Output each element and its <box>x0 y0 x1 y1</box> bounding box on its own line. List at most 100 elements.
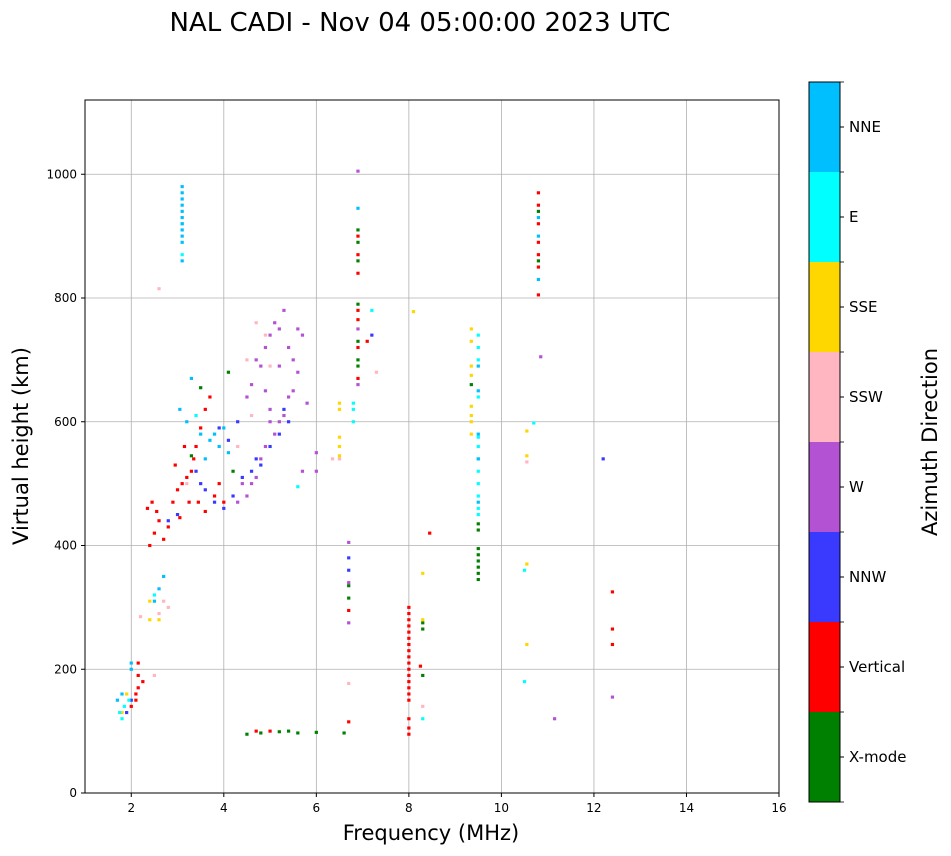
data-point <box>337 401 342 405</box>
data-point <box>136 686 140 690</box>
data-point <box>476 513 480 517</box>
data-point <box>536 222 541 226</box>
data-point <box>421 618 425 622</box>
data-point <box>536 191 541 195</box>
data-point <box>536 234 541 238</box>
data-point <box>178 407 182 411</box>
colorbar-segment <box>809 442 840 532</box>
data-point <box>249 482 254 486</box>
data-point <box>187 500 191 504</box>
data-point <box>175 513 180 517</box>
plot-area: 2 4 6 8 10 12 14 16 0 200 400 600 800 1000 <box>46 99 787 815</box>
data-point <box>407 698 411 702</box>
data-point <box>245 732 249 736</box>
data-point <box>120 711 124 715</box>
data-point <box>351 401 355 405</box>
data-point <box>166 519 170 523</box>
data-point <box>610 590 615 594</box>
x-tick-label: 6 <box>313 801 321 815</box>
data-point <box>407 605 411 609</box>
data-point <box>152 599 157 603</box>
data-point <box>476 528 480 532</box>
data-point <box>536 253 541 257</box>
data-point <box>296 485 300 489</box>
data-point <box>476 500 480 504</box>
data-point <box>536 203 541 207</box>
y-axis: 0 200 400 600 800 1000 <box>46 167 85 800</box>
data-point <box>407 726 411 730</box>
data-point <box>199 426 203 430</box>
data-point <box>407 686 411 690</box>
data-point <box>407 655 411 659</box>
data-point <box>180 253 184 257</box>
data-point <box>476 506 480 510</box>
data-point <box>536 209 541 213</box>
data-point <box>476 469 480 473</box>
data-point <box>222 426 226 430</box>
data-point <box>356 228 360 232</box>
data-point <box>337 454 342 458</box>
colorbar-segment <box>809 262 840 352</box>
data-point <box>421 673 425 677</box>
data-point <box>407 661 411 665</box>
data-point <box>118 711 122 715</box>
data-point <box>356 383 360 387</box>
data-point <box>162 574 166 578</box>
data-point <box>476 482 480 486</box>
data-point <box>180 185 184 189</box>
data-point <box>476 435 480 439</box>
data-point <box>356 308 360 312</box>
data-point <box>125 692 129 696</box>
x-tick-label: 10 <box>494 801 509 815</box>
data-point <box>259 364 263 368</box>
plot-frame <box>84 99 780 794</box>
data-point <box>222 500 226 504</box>
data-point <box>277 327 281 331</box>
data-point <box>148 599 152 603</box>
data-point <box>365 339 369 343</box>
x-tick-label: 8 <box>405 801 413 815</box>
data-point <box>199 386 203 390</box>
data-point <box>134 698 138 702</box>
data-point <box>245 494 249 498</box>
data-point <box>356 240 360 244</box>
data-point <box>268 364 272 368</box>
data-point <box>356 327 360 331</box>
colorbar-tick-label: NNE <box>849 118 881 136</box>
colorbar-tick-label: NNW <box>849 568 886 586</box>
data-point <box>180 482 184 486</box>
data-point <box>407 732 411 736</box>
data-point <box>282 407 286 411</box>
data-point <box>314 730 318 734</box>
data-point <box>127 698 131 702</box>
data-point <box>145 506 150 510</box>
data-point <box>421 621 425 625</box>
data-point <box>217 426 221 430</box>
data-point <box>120 692 124 696</box>
data-point <box>330 457 335 461</box>
data-point <box>469 414 473 418</box>
plot-background <box>85 100 779 793</box>
data-point <box>476 444 480 449</box>
data-point <box>286 395 291 399</box>
x-axis: 2 4 6 8 10 12 14 16 <box>127 793 787 815</box>
data-point <box>356 358 360 362</box>
data-point <box>356 339 360 343</box>
data-point <box>180 203 184 207</box>
data-point <box>407 618 411 622</box>
data-point <box>180 259 184 263</box>
data-point <box>411 310 416 314</box>
data-point <box>356 259 360 263</box>
colorbar-segment <box>809 622 840 712</box>
data-point <box>476 364 480 368</box>
data-point <box>129 661 133 665</box>
data-point <box>469 432 473 436</box>
data-point <box>536 240 541 244</box>
series-nne <box>115 185 541 702</box>
data-point <box>180 191 184 195</box>
y-tick-label: 400 <box>54 539 77 553</box>
data-point <box>601 457 605 461</box>
colorbar: X-mode Vertical NNW W SSW SSE E NNE <box>808 81 906 803</box>
data-point <box>282 414 286 418</box>
data-point <box>407 642 411 647</box>
